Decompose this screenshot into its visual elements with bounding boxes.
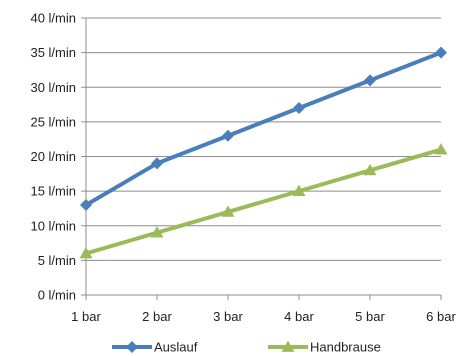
x-tick-label: 2 bar — [142, 309, 172, 324]
x-tick-label: 1 bar — [71, 309, 101, 324]
legend-marker — [126, 341, 138, 353]
y-tick-label: 15 l/min — [30, 184, 76, 199]
x-axis-ticks: 1 bar 2 bar 3 bar 4 bar 5 bar 6 bar — [71, 309, 456, 324]
data-point-auslauf — [435, 46, 447, 59]
y-tick-label: 35 l/min — [30, 45, 76, 60]
legend-marker — [281, 340, 295, 352]
y-tick-label: 25 l/min — [30, 114, 76, 129]
y-tick-label: 20 l/min — [30, 149, 76, 164]
gridlines — [81, 17, 442, 300]
data-point-auslauf — [151, 157, 163, 170]
y-tick-label: 10 l/min — [30, 218, 76, 233]
x-tick-label: 4 bar — [284, 309, 314, 324]
y-axis-ticks: 0 l/min 5 l/min 10 l/min 15 l/min 20 l/min 25… — [30, 11, 76, 303]
legend-label: Auslauf — [154, 340, 198, 355]
data-point-handbrause — [292, 184, 306, 196]
data-point-handbrause — [434, 143, 448, 155]
data-point-auslauf — [293, 102, 305, 115]
data-point-auslauf — [364, 74, 376, 87]
data-point-auslauf — [80, 198, 92, 211]
y-tick-label: 5 l/min — [38, 253, 76, 268]
data-point-handbrause — [221, 205, 235, 217]
x-tick-label: 5 bar — [355, 309, 385, 324]
series-line-auslauf — [84, 50, 443, 207]
legend: Auslauf Handbrause — [112, 340, 381, 355]
x-tick-label: 3 bar — [213, 309, 243, 324]
y-tick-label: 0 l/min — [38, 288, 76, 303]
y-tick-label: 40 l/min — [30, 11, 76, 26]
series-lines — [79, 46, 448, 259]
legend-label: Handbrause — [310, 340, 381, 355]
data-point-handbrause — [150, 226, 164, 238]
data-point-auslauf — [222, 129, 234, 142]
data-point-handbrause — [79, 246, 93, 259]
series-line-handbrause — [84, 147, 443, 256]
y-tick-label: 30 l/min — [30, 80, 76, 95]
x-tick-label: 6 bar — [426, 309, 456, 324]
data-point-handbrause — [363, 163, 377, 176]
